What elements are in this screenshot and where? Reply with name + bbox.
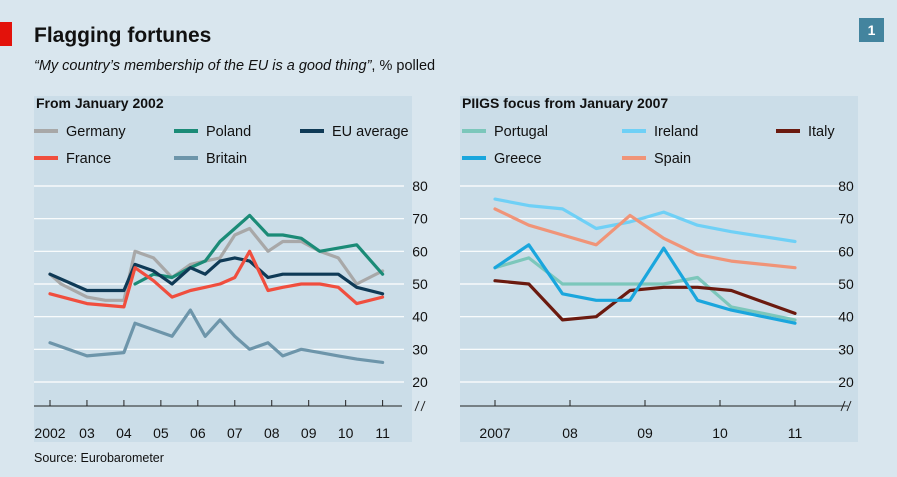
axis-break-mark <box>414 400 426 412</box>
x-tick-label: 04 <box>116 425 132 441</box>
x-tick-label: 10 <box>338 425 354 441</box>
x-tick-label: 09 <box>637 425 653 441</box>
series-line-greece <box>493 243 797 325</box>
y-tick-label: 60 <box>838 243 854 259</box>
chart-number-badge: 1 <box>859 18 884 42</box>
series-line-portugal <box>493 256 797 322</box>
y-tick-label: 80 <box>412 178 428 194</box>
legend-label: Italy <box>808 124 835 140</box>
chart-title: Flagging fortunes <box>34 24 212 47</box>
panel-title: From January 2002 <box>36 95 164 111</box>
legend-label: France <box>66 151 111 167</box>
x-tick-label: 07 <box>227 425 243 441</box>
x-tick-label: 05 <box>153 425 169 441</box>
legend-label: Germany <box>66 124 126 140</box>
series-line-italy <box>493 279 797 322</box>
y-tick-label: 80 <box>838 178 854 194</box>
x-tick-label: 11 <box>788 425 803 441</box>
y-tick-label: 50 <box>838 276 854 292</box>
y-tick-label: 40 <box>412 309 428 325</box>
x-tick-label: 09 <box>301 425 317 441</box>
chart-panel-2: PIIGS focus from January 2007 20 30 40 50 60 7… <box>460 95 858 442</box>
brand-tab <box>0 22 12 46</box>
panel-background <box>460 96 858 442</box>
subtitle-unit: , % polled <box>371 58 436 74</box>
x-tick-label: 03 <box>79 425 95 441</box>
y-tick-label: 70 <box>838 211 854 227</box>
y-tick-label: 30 <box>412 341 428 357</box>
x-tick-label: 08 <box>562 425 578 441</box>
y-tick-label: 30 <box>838 341 854 357</box>
series-line-poland <box>133 213 385 286</box>
y-tick-label: 40 <box>838 309 854 325</box>
y-tick-label: 60 <box>412 243 428 259</box>
series-line-ireland <box>493 197 797 244</box>
legend-label: Ireland <box>654 124 698 140</box>
panel-background <box>34 96 412 442</box>
x-tick-label: 10 <box>712 425 728 441</box>
x-tick-label: 2002 <box>34 425 65 441</box>
legend-label: Poland <box>206 124 251 140</box>
chart-subtitle: “My country’s membership of the EU is a … <box>34 58 435 74</box>
legend-label: Britain <box>206 151 247 167</box>
series-line-britain <box>48 308 385 364</box>
legend-label: Spain <box>654 151 691 167</box>
x-tick-label: 11 <box>375 425 390 441</box>
legend-label: Greece <box>494 151 542 167</box>
y-tick-label: 70 <box>412 211 428 227</box>
x-tick-label: 06 <box>190 425 206 441</box>
x-tick-label: 2007 <box>479 425 510 441</box>
x-tick-label: 08 <box>264 425 280 441</box>
source-note: Source: Eurobarometer <box>34 451 164 465</box>
axis-break-mark <box>840 400 852 412</box>
panel-title: PIIGS focus from January 2007 <box>462 95 668 111</box>
legend-label: EU average <box>332 124 409 140</box>
y-tick-label: 20 <box>838 374 854 390</box>
series-line-france <box>48 249 385 309</box>
chart-panel-1: From January 2002 20 30 40 50 60 70 80 2002 03 04 0… <box>34 95 428 442</box>
subtitle-quote: “My country’s membership of the EU is a … <box>34 58 372 74</box>
legend-label: Portugal <box>494 124 548 140</box>
y-tick-label: 50 <box>412 276 428 292</box>
y-tick-label: 20 <box>412 374 428 390</box>
series-line-spain <box>493 207 797 270</box>
